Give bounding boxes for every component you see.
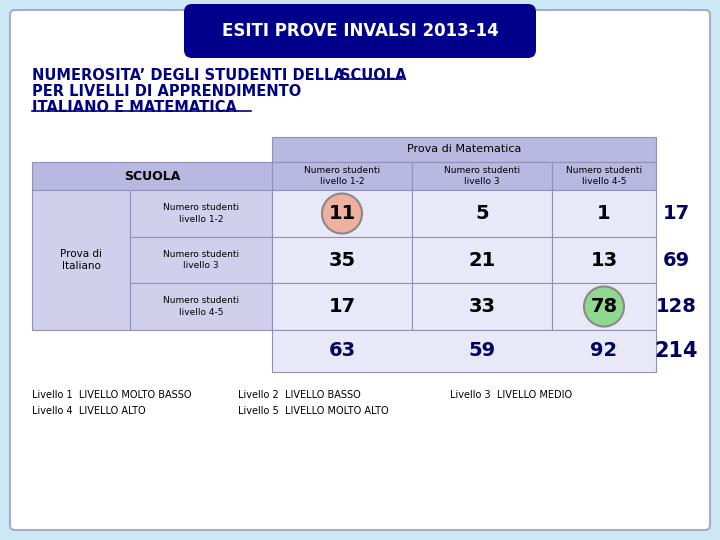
Text: Numero studenti
livello 4-5: Numero studenti livello 4-5 [163,296,239,316]
Text: 1: 1 [597,204,611,223]
Text: Numero studenti
livello 1-2: Numero studenti livello 1-2 [304,166,380,186]
Text: ESITI PROVE INVALSI 2013-14: ESITI PROVE INVALSI 2013-14 [222,22,498,40]
Text: 17: 17 [328,297,356,316]
Text: 21: 21 [469,251,495,269]
Text: PER LIVELLI DI APPRENDIMENTO: PER LIVELLI DI APPRENDIMENTO [32,84,301,99]
Text: Livello 5  LIVELLO MOLTO ALTO: Livello 5 LIVELLO MOLTO ALTO [238,406,389,416]
Bar [32,190,130,330]
Bar [412,190,552,237]
Text: Livello 1  LIVELLO MOLTO BASSO: Livello 1 LIVELLO MOLTO BASSO [32,390,192,400]
Bar [552,190,656,237]
Bar [272,330,656,372]
Text: 17: 17 [662,204,690,223]
Text: 214: 214 [654,341,698,361]
Text: 13: 13 [590,251,618,269]
Bar [130,237,272,283]
Text: 63: 63 [328,341,356,361]
Bar [32,162,272,190]
Text: 33: 33 [469,297,495,316]
Bar [272,137,656,162]
Text: Prova di Matematica: Prova di Matematica [407,145,521,154]
Text: Livello 2  LIVELLO BASSO: Livello 2 LIVELLO BASSO [238,390,361,400]
Text: Livello 4  LIVELLO ALTO: Livello 4 LIVELLO ALTO [32,406,145,416]
Text: Numero studenti
livello 3: Numero studenti livello 3 [163,250,239,270]
Text: 35: 35 [328,251,356,269]
Text: 11: 11 [328,204,356,223]
Text: 59: 59 [469,341,495,361]
Text: ITALIANO E MATEMATICA: ITALIANO E MATEMATICA [32,100,237,115]
Bar [552,162,656,190]
Text: 128: 128 [656,297,696,316]
Bar [272,237,412,283]
Bar [272,283,412,330]
Bar [412,283,552,330]
Text: SCUOLA: SCUOLA [340,68,407,83]
FancyBboxPatch shape [184,4,536,58]
Text: Numero studenti
livello 4-5: Numero studenti livello 4-5 [566,166,642,186]
Bar [552,237,656,283]
FancyBboxPatch shape [10,10,710,530]
Text: SCUOLA: SCUOLA [124,170,180,183]
Bar [552,283,656,330]
Bar [412,162,552,190]
Text: 69: 69 [662,251,690,269]
Text: Livello 3  LIVELLO MEDIO: Livello 3 LIVELLO MEDIO [450,390,572,400]
Text: 78: 78 [590,297,618,316]
Bar [272,162,412,190]
Text: Numero studenti
livello 1-2: Numero studenti livello 1-2 [163,204,239,224]
Bar [412,237,552,283]
Bar [130,190,272,237]
Text: NUMEROSITA’ DEGLI STUDENTI DELLA: NUMEROSITA’ DEGLI STUDENTI DELLA [32,68,350,83]
Circle shape [584,287,624,327]
Text: 92: 92 [590,341,618,361]
Circle shape [322,193,362,233]
Text: 5: 5 [475,204,489,223]
Bar [130,283,272,330]
Text: Prova di
Italiano: Prova di Italiano [60,249,102,271]
Text: Numero studenti
livello 3: Numero studenti livello 3 [444,166,520,186]
Bar [272,190,412,237]
